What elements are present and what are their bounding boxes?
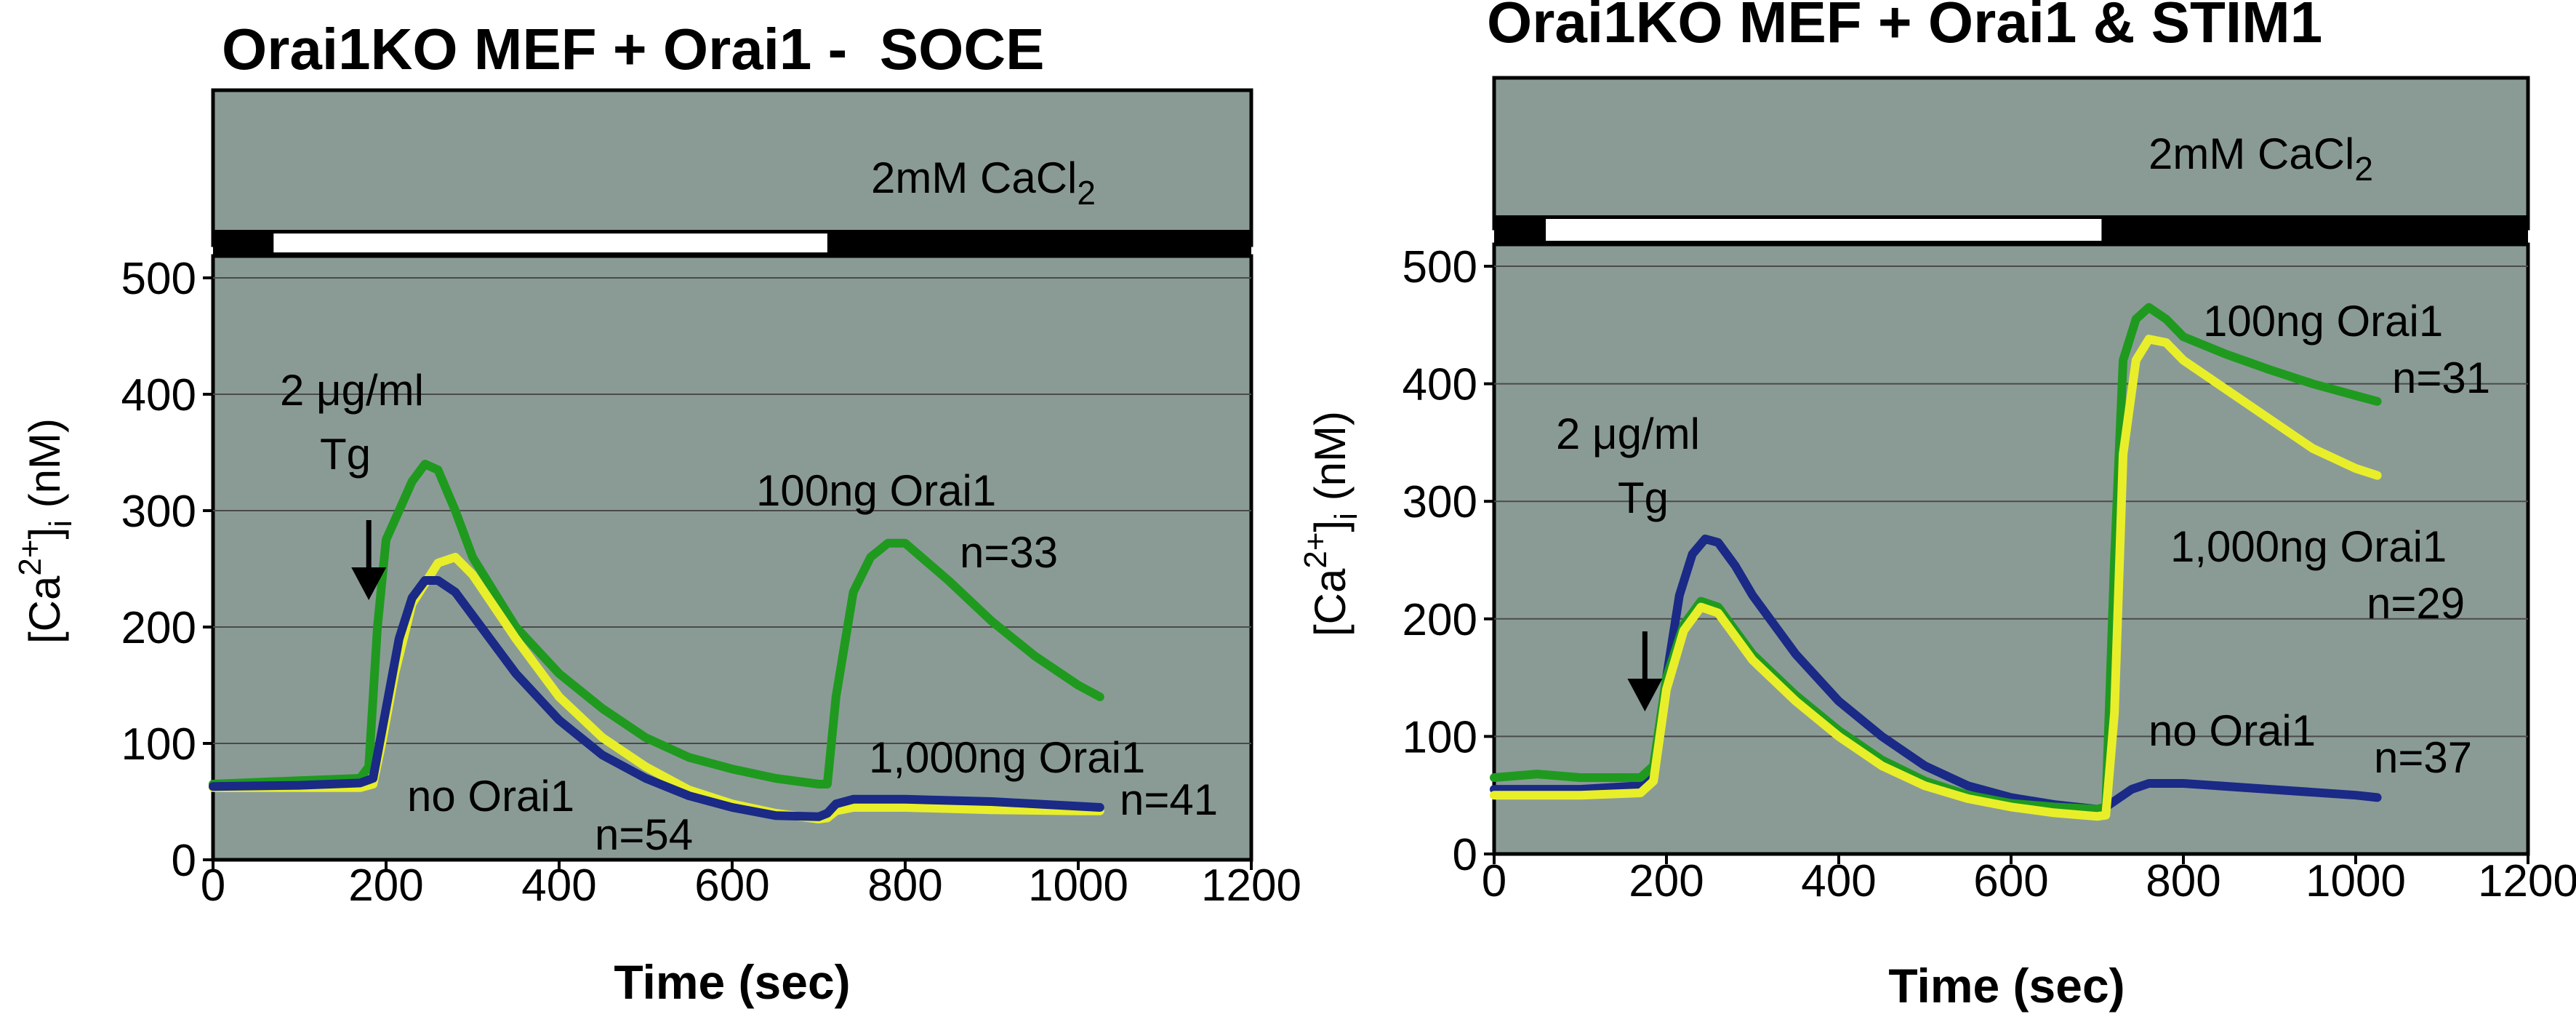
right-x-tick-label: 600: [1973, 856, 2048, 906]
left-arrow-icon: [351, 520, 387, 600]
left-series-line-100ng-orai1: [209, 460, 1104, 789]
right-green-label: 100ng Orai1: [2203, 297, 2443, 346]
right-x-tick-label: 1200: [2478, 856, 2576, 906]
right-panel: Orai1KO MEF + Orai1 & STIM1 2mM CaCl2 0 1…: [1298, 0, 2576, 1013]
right-arrow-icon: [1627, 631, 1663, 711]
right-series-line-1-000ng-orai1: [1490, 335, 2382, 821]
right-x-tick-label: 1000: [2306, 856, 2406, 906]
left-panel: Orai1KO MEF + Orai1 - SOCE 2mM CaCl2 0 10…: [12, 17, 1301, 1009]
left-blue-n: n=54: [595, 810, 693, 859]
right-x-ticks: 0 200 400 600 800 1000 1200: [1482, 854, 2576, 906]
left-yellow-n: n=41: [1120, 775, 1218, 824]
right-x-tick-label: 0: [1482, 856, 1506, 906]
right-x-tick-label: 400: [1801, 856, 1876, 906]
right-blue-label: no Orai1: [2148, 706, 2316, 755]
left-yellow-label: 1,000ng Orai1: [869, 733, 1145, 782]
right-yellow-label: 1,000ng Orai1: [2170, 522, 2447, 571]
right-plot-area: [1492, 242, 2530, 856]
right-arrow-head: [1627, 679, 1663, 711]
left-zero-calcium-bar: [273, 233, 827, 252]
left-y-tick-label: 500: [121, 254, 196, 304]
left-series-line-no-orai1: [209, 576, 1104, 821]
right-solution-label: 2mM CaCl2: [2148, 129, 2373, 188]
right-green-n: n=31: [2392, 354, 2490, 402]
left-solution-label: 2mM CaCl2: [871, 153, 1096, 212]
left-green-label: 100ng Orai1: [756, 466, 996, 515]
right-y-tick-label: 100: [1403, 712, 1477, 762]
left-x-ticks: 0 200 400 600 800 1000 1200: [201, 860, 1301, 911]
right-blue-n: n=37: [2374, 733, 2472, 782]
right-y-axis-label: [Ca2+]i (nM): [1298, 411, 1364, 636]
right-series-line-no-orai1: [1490, 534, 2382, 814]
right-tg-dose-label: 2 μg/ml: [1556, 410, 1700, 458]
left-series-group: [209, 460, 1104, 823]
right-zero-calcium-bar: [1546, 219, 2102, 241]
left-y-ticks: 0 100 200 300 400 500: [121, 254, 213, 886]
right-series-group: [1490, 303, 2382, 821]
left-x-axis-label: Time (sec): [614, 955, 850, 1009]
right-y-tick-label: 300: [1403, 477, 1477, 527]
right-header-box: [1492, 76, 2530, 231]
right-x-axis-label: Time (sec): [1888, 959, 2124, 1013]
right-y-tick-label: 500: [1403, 242, 1477, 292]
left-y-axis-label: [Ca2+]i (nM): [12, 418, 79, 644]
right-x-tick-label: 800: [2146, 856, 2220, 906]
right-y-tick-label: 200: [1403, 595, 1477, 645]
right-x-tick-label: 200: [1629, 856, 1704, 906]
right-chart-title: Orai1KO MEF + Orai1 & STIM1: [1487, 0, 2322, 55]
right-y-tick-label: 0: [1453, 830, 1477, 880]
right-y-ticks: 0 100 200 300 400 500: [1403, 242, 1494, 880]
right-gridlines: [1494, 266, 2528, 738]
left-y-tick-label: 0: [172, 836, 196, 886]
right-tg-label: Tg: [1618, 474, 1669, 522]
left-header-box: [211, 88, 1253, 247]
left-y-tick-label: 200: [121, 603, 196, 653]
right-yellow-n: n=29: [2367, 579, 2465, 628]
left-tg-dose-label: 2 μg/ml: [280, 366, 424, 415]
left-arrow-head: [351, 567, 387, 600]
left-chart-title: Orai1KO MEF + Orai1 - SOCE: [222, 17, 1044, 81]
left-y-tick-label: 100: [121, 719, 196, 770]
left-tg-label: Tg: [320, 430, 371, 479]
left-blue-label: no Orai1: [407, 772, 574, 821]
left-y-tick-label: 300: [121, 487, 196, 537]
left-y-tick-label: 400: [121, 370, 196, 420]
right-y-tick-label: 400: [1403, 360, 1477, 410]
left-green-n: n=33: [960, 528, 1058, 577]
